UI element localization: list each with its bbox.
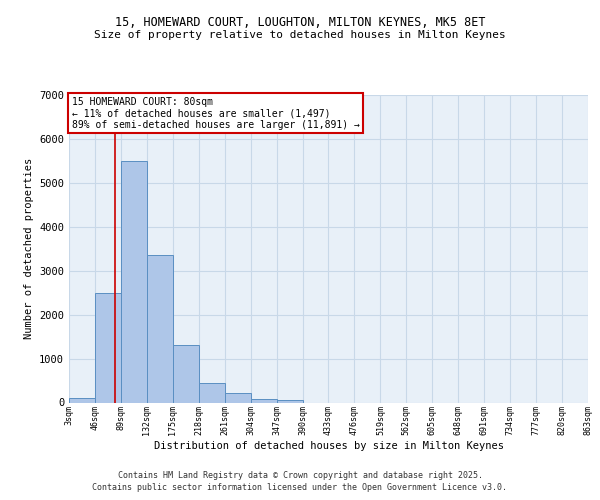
Bar <box>147 256 173 402</box>
Text: Contains public sector information licensed under the Open Government Licence v3: Contains public sector information licen… <box>92 483 508 492</box>
Y-axis label: Number of detached properties: Number of detached properties <box>23 158 34 340</box>
Text: Size of property relative to detached houses in Milton Keynes: Size of property relative to detached ho… <box>94 30 506 40</box>
Text: Contains HM Land Registry data © Crown copyright and database right 2025.: Contains HM Land Registry data © Crown c… <box>118 470 482 480</box>
Bar <box>121 161 147 402</box>
X-axis label: Distribution of detached houses by size in Milton Keynes: Distribution of detached houses by size … <box>154 441 503 451</box>
Bar <box>173 346 199 403</box>
Bar <box>69 398 95 402</box>
Text: 15, HOMEWARD COURT, LOUGHTON, MILTON KEYNES, MK5 8ET: 15, HOMEWARD COURT, LOUGHTON, MILTON KEY… <box>115 16 485 29</box>
Bar <box>251 398 277 402</box>
Bar <box>95 292 121 403</box>
Bar <box>224 393 251 402</box>
Bar <box>199 382 224 402</box>
Bar <box>277 400 302 402</box>
Text: 15 HOMEWARD COURT: 80sqm
← 11% of detached houses are smaller (1,497)
89% of sem: 15 HOMEWARD COURT: 80sqm ← 11% of detach… <box>71 96 359 130</box>
